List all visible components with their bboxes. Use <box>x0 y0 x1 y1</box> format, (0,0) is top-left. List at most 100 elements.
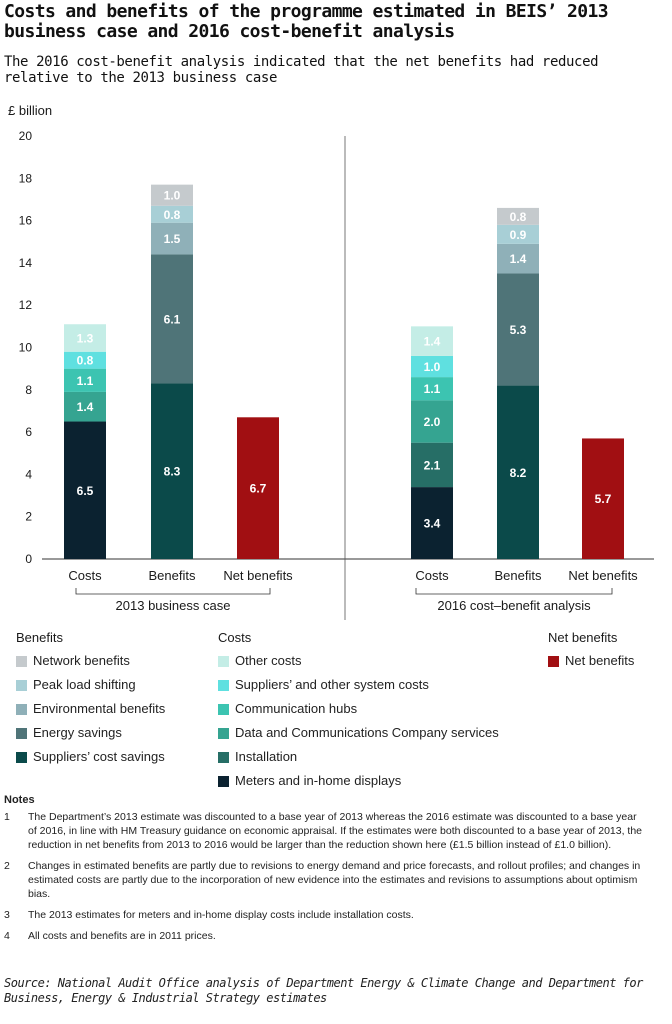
legend-net-items: Net benefits <box>548 654 634 678</box>
bar-segment <box>411 400 453 443</box>
legend-item: Net benefits <box>548 654 634 678</box>
legend-label: Data and Communications Company services <box>235 725 499 740</box>
bar-segment-label: 0.9 <box>510 228 527 242</box>
legend-label: Installation <box>235 749 298 764</box>
legend-benefits-items: Network benefits Peak load shifting Enviro… <box>16 654 165 774</box>
stacked-bar-chart: £ billion 0 2 4 6 8 10 12 14 16 18 20 6.5 1.4 1.1 0.8 1… <box>8 103 654 620</box>
legend-item: Network benefits <box>16 654 165 678</box>
group-bracket <box>75 588 271 595</box>
legend-net: Net benefits Net benefits <box>548 630 634 678</box>
y-tick-label: 6 <box>25 425 32 439</box>
legend-costs: Costs Other costs Suppliers’ and other sy… <box>218 630 499 798</box>
bar-segment-label: 0.8 <box>510 210 527 224</box>
legend-label: Environmental benefits <box>33 701 166 716</box>
legend-label: Communication hubs <box>235 701 358 716</box>
legend-item: Energy savings <box>16 726 165 750</box>
bar-segment <box>411 377 453 401</box>
bar-segment-label: 6.7 <box>250 482 267 496</box>
x-category-label: Net benefits <box>223 568 293 583</box>
legend-label: Suppliers’ and other system costs <box>235 677 429 692</box>
bar-segment <box>411 355 453 378</box>
note-item: 1 The Department’s 2013 estimate was disc… <box>4 810 644 852</box>
bar-segment-label: 3.4 <box>424 517 441 531</box>
bar-segment <box>237 417 279 559</box>
legend-swatch <box>218 680 229 691</box>
legend-swatch <box>548 656 559 667</box>
bar-segment <box>497 273 539 386</box>
bar-segment-label: 8.3 <box>164 465 181 479</box>
bar-segment <box>64 368 106 392</box>
note-item: 4 All costs and benefits are in 2011 pric… <box>4 929 644 943</box>
legend-benefits-heading: Benefits <box>16 630 63 645</box>
legend-item: Suppliers’ and other system costs <box>218 678 499 702</box>
legend-label: Net benefits <box>565 653 635 668</box>
note-number: 4 <box>4 930 10 942</box>
notes-items: 1 The Department’s 2013 estimate was disc… <box>4 810 644 943</box>
legend-label: Meters and in-home displays <box>235 773 402 788</box>
group-label: 2013 business case <box>116 598 231 613</box>
legend-swatch <box>16 680 27 691</box>
bar-segment <box>151 184 193 206</box>
bar-segment-label: 6.1 <box>164 312 181 326</box>
legend-label: Other costs <box>235 653 302 668</box>
notes-heading: Notes <box>4 794 35 806</box>
legend-swatch <box>16 656 27 667</box>
bar-segment-label: 8.2 <box>510 466 527 480</box>
note-item: 2 Changes in estimated benefits are partl… <box>4 859 644 901</box>
bar-segment <box>582 438 624 559</box>
legend-swatch <box>218 704 229 715</box>
legend-item: Installation <box>218 750 499 774</box>
page-subtitle: The 2016 cost-benefit analysis indicated… <box>4 54 599 86</box>
bar-segment <box>64 391 106 422</box>
note-number: 3 <box>4 909 10 921</box>
bar-segment-label: 1.0 <box>424 360 441 374</box>
legend-label: Network benefits <box>33 653 130 668</box>
x-category-label: Net benefits <box>568 568 638 583</box>
bar-segment <box>411 442 453 488</box>
bar-segment-label: 1.1 <box>77 374 94 388</box>
legend-item: Meters and in-home displays <box>218 774 499 798</box>
note-text: Changes in estimated benefits are partly… <box>28 860 641 900</box>
bar-segment-label: 1.4 <box>510 252 527 266</box>
bar-segment <box>497 224 539 244</box>
y-tick-label: 10 <box>19 341 33 355</box>
legend-swatch <box>218 752 229 763</box>
y-tick-label: 16 <box>19 214 33 228</box>
legend-item: Environmental benefits <box>16 702 165 726</box>
bar-segment-label: 6.5 <box>77 484 94 498</box>
legend-item: Data and Communications Company services <box>218 726 499 750</box>
bar-segment <box>64 324 106 352</box>
legend-swatch <box>16 704 27 715</box>
x-category-label: Benefits <box>495 568 542 583</box>
bar-segment <box>64 421 106 559</box>
legend-item: Peak load shifting <box>16 678 165 702</box>
legend-label: Suppliers’ cost savings <box>33 749 165 764</box>
y-tick-label: 20 <box>19 129 33 143</box>
legend-label: Energy savings <box>33 725 122 740</box>
y-tick-label: 4 <box>25 467 32 481</box>
legend-costs-items: Other costs Suppliers’ and other system c… <box>218 654 499 798</box>
legend-swatch <box>218 776 229 787</box>
note-number: 1 <box>4 811 10 823</box>
bar-segment-label: 1.4 <box>77 400 94 414</box>
bar-segment <box>497 243 539 274</box>
y-tick-label: 18 <box>19 171 33 185</box>
legend-swatch <box>16 728 27 739</box>
bar-segment <box>497 207 539 225</box>
x-category-label: Benefits <box>149 568 196 583</box>
legend-label: Peak load shifting <box>33 677 136 692</box>
group-label: 2016 cost–benefit analysis <box>437 598 591 613</box>
bar-segment-label: 5.3 <box>510 323 527 337</box>
y-tick-label: 8 <box>25 383 32 397</box>
legend-swatch <box>218 656 229 667</box>
y-tick-label: 0 <box>25 552 32 566</box>
y-tick-label: 2 <box>25 510 32 524</box>
legend-swatch <box>218 728 229 739</box>
note-number: 2 <box>4 860 10 872</box>
bar-segment-label: 2.1 <box>424 458 441 472</box>
legend-item: Other costs <box>218 654 499 678</box>
bar-segment-label: 1.3 <box>77 331 94 345</box>
legend-item: Communication hubs <box>218 702 499 726</box>
legend-costs-heading: Costs <box>218 630 252 645</box>
y-axis-label: £ billion <box>8 103 52 118</box>
